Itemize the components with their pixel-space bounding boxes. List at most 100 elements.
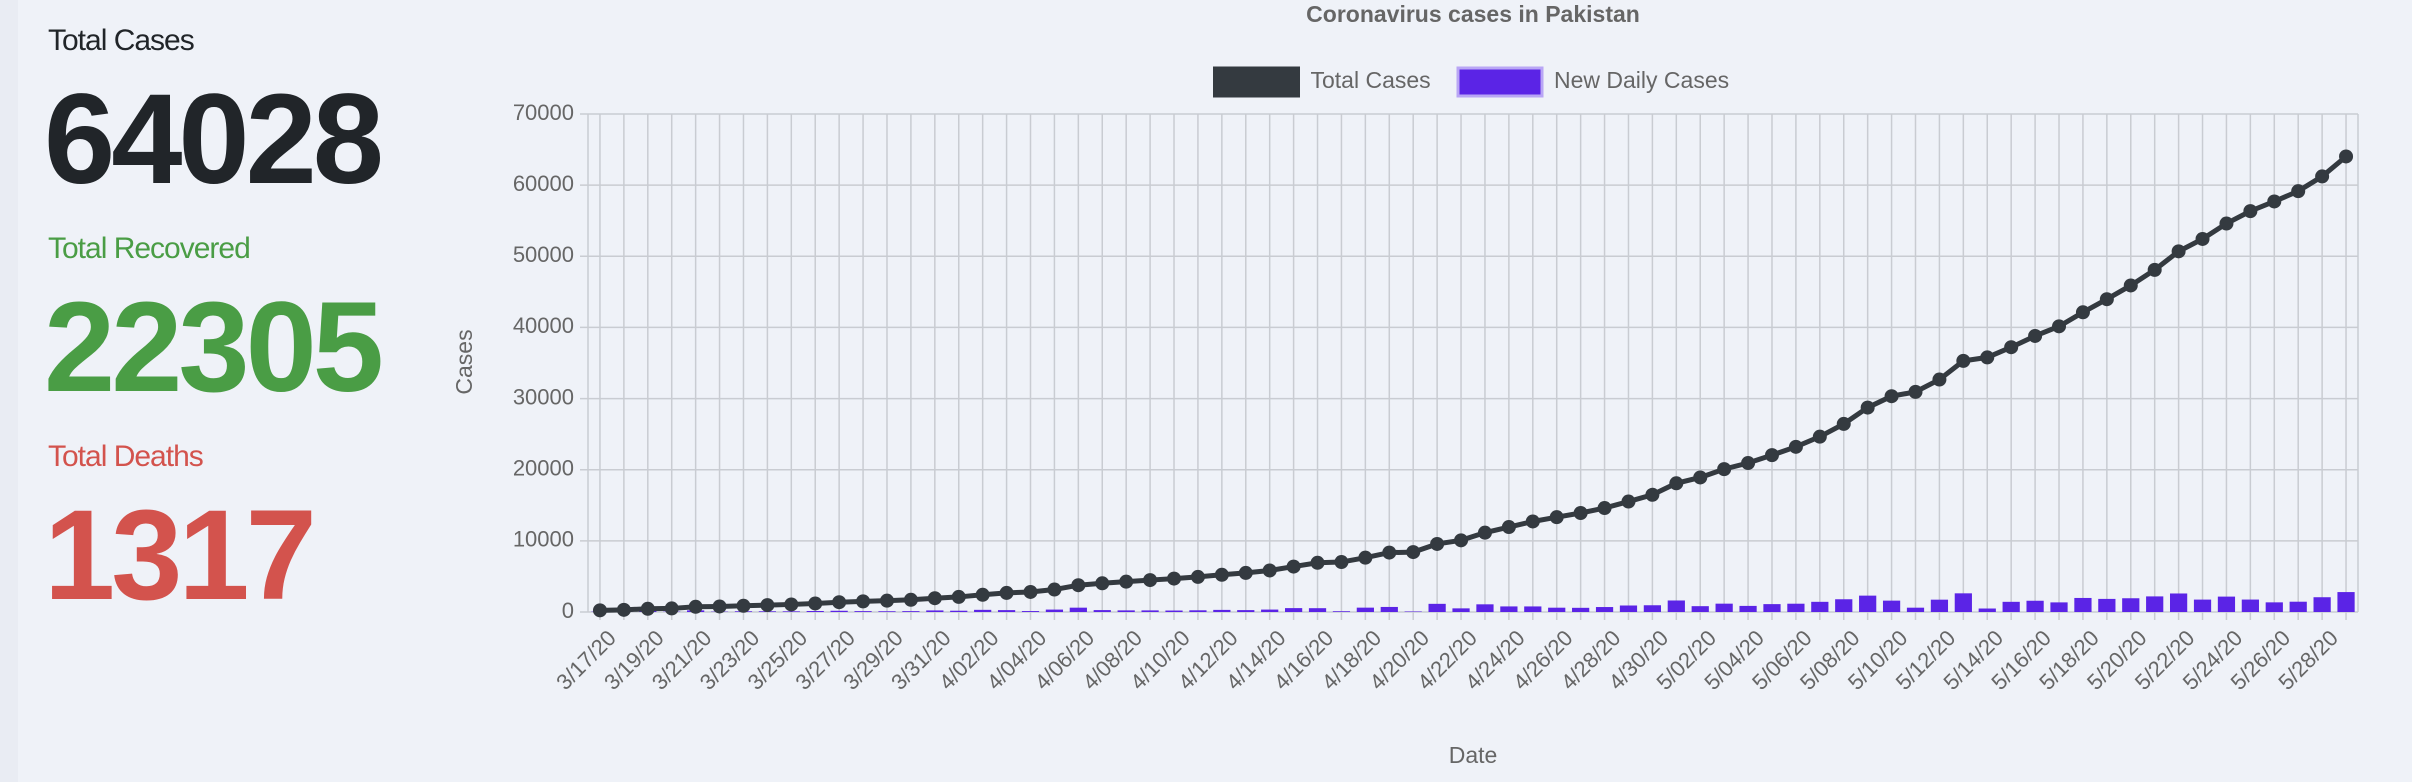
point — [1573, 506, 1588, 521]
bar — [1428, 603, 1446, 612]
point — [1501, 520, 1516, 535]
bar — [2337, 592, 2355, 612]
point — [1406, 545, 1421, 560]
point — [2195, 231, 2210, 246]
bar — [1261, 609, 1279, 612]
bar — [1524, 606, 1542, 612]
point — [2075, 305, 2090, 320]
point — [1358, 550, 1373, 565]
bar — [1859, 595, 1877, 612]
point — [1621, 494, 1636, 509]
bar — [2050, 602, 2068, 612]
point — [1717, 462, 1732, 477]
point — [856, 594, 871, 609]
bar — [2217, 596, 2236, 612]
bar — [854, 611, 872, 612]
point — [1047, 582, 1062, 597]
point — [1741, 456, 1756, 471]
y-axis-label: Cases — [451, 329, 477, 394]
bar — [1930, 599, 1949, 612]
point — [1908, 384, 1923, 399]
bar — [1500, 606, 1518, 612]
point — [1980, 350, 1995, 365]
point — [1143, 573, 1158, 588]
point — [927, 591, 942, 606]
chart-title: Coronavirus cases in Pakistan — [1306, 1, 1640, 27]
point — [2243, 204, 2258, 219]
bar — [1476, 604, 1494, 612]
point — [1860, 400, 1875, 415]
point — [1167, 571, 1182, 586]
bar — [1189, 610, 1207, 612]
bar — [2265, 602, 2283, 612]
stat-value: 64028 — [44, 68, 384, 211]
point — [1788, 439, 1803, 454]
bar — [1739, 605, 1757, 612]
point — [1071, 578, 1086, 593]
legend-label: New Daily Cases — [1554, 67, 1729, 93]
bar — [1572, 607, 1590, 612]
legend-swatch — [1456, 66, 1544, 98]
point — [2267, 194, 2282, 209]
point — [592, 603, 607, 618]
point — [903, 592, 918, 607]
bar — [1093, 610, 1111, 612]
bar — [2313, 597, 2331, 612]
point — [760, 598, 775, 613]
bar — [1978, 608, 1996, 612]
y-tick-label: 60000 — [513, 171, 574, 196]
legend-swatch — [1213, 66, 1300, 98]
dashboard: Total Cases 64028 Total Recovered 22305 … — [18, 0, 2412, 782]
stat-label: Total Recovered — [48, 232, 251, 265]
bar — [1667, 600, 1685, 612]
y-tick-label: 0 — [562, 598, 574, 623]
point — [2291, 184, 2306, 199]
stat-label: Total Cases — [48, 24, 195, 57]
bar — [1906, 607, 1925, 612]
point — [1190, 569, 1205, 584]
bar — [1284, 608, 1303, 612]
point — [951, 589, 966, 604]
point — [1430, 536, 1445, 551]
point — [879, 593, 894, 608]
bar — [1811, 601, 1829, 612]
point — [1812, 429, 1827, 444]
x-axis-label: Date — [1449, 742, 1498, 768]
point — [1669, 476, 1684, 491]
point — [1095, 576, 1110, 591]
bar — [1308, 608, 1327, 612]
bar — [997, 610, 1016, 612]
point — [1023, 584, 1038, 599]
point — [1525, 514, 1540, 529]
bar — [1380, 606, 1398, 612]
bar — [1213, 609, 1231, 612]
bar — [1882, 600, 1901, 612]
point — [2171, 244, 2186, 259]
bar — [830, 610, 848, 612]
bar — [2146, 596, 2164, 612]
point — [1310, 555, 1325, 570]
bar — [1452, 608, 1470, 612]
stat-value: 1317 — [44, 484, 317, 627]
point — [2052, 319, 2067, 334]
point — [1932, 372, 1947, 387]
bar — [1332, 611, 1351, 612]
bar — [1954, 593, 1972, 612]
bar — [1691, 606, 1709, 612]
bar — [2241, 599, 2259, 612]
bar — [1787, 603, 1805, 612]
point — [1214, 567, 1229, 582]
point — [2315, 169, 2330, 184]
y-tick-label: 30000 — [513, 384, 574, 409]
bar — [1021, 611, 1040, 612]
bar — [2026, 600, 2044, 612]
point — [664, 601, 679, 616]
bar — [2169, 593, 2188, 612]
point — [2147, 262, 2162, 277]
bar — [1141, 610, 1159, 612]
bar — [2002, 601, 2020, 612]
y-tick-label: 50000 — [513, 242, 574, 267]
point — [1382, 545, 1397, 560]
